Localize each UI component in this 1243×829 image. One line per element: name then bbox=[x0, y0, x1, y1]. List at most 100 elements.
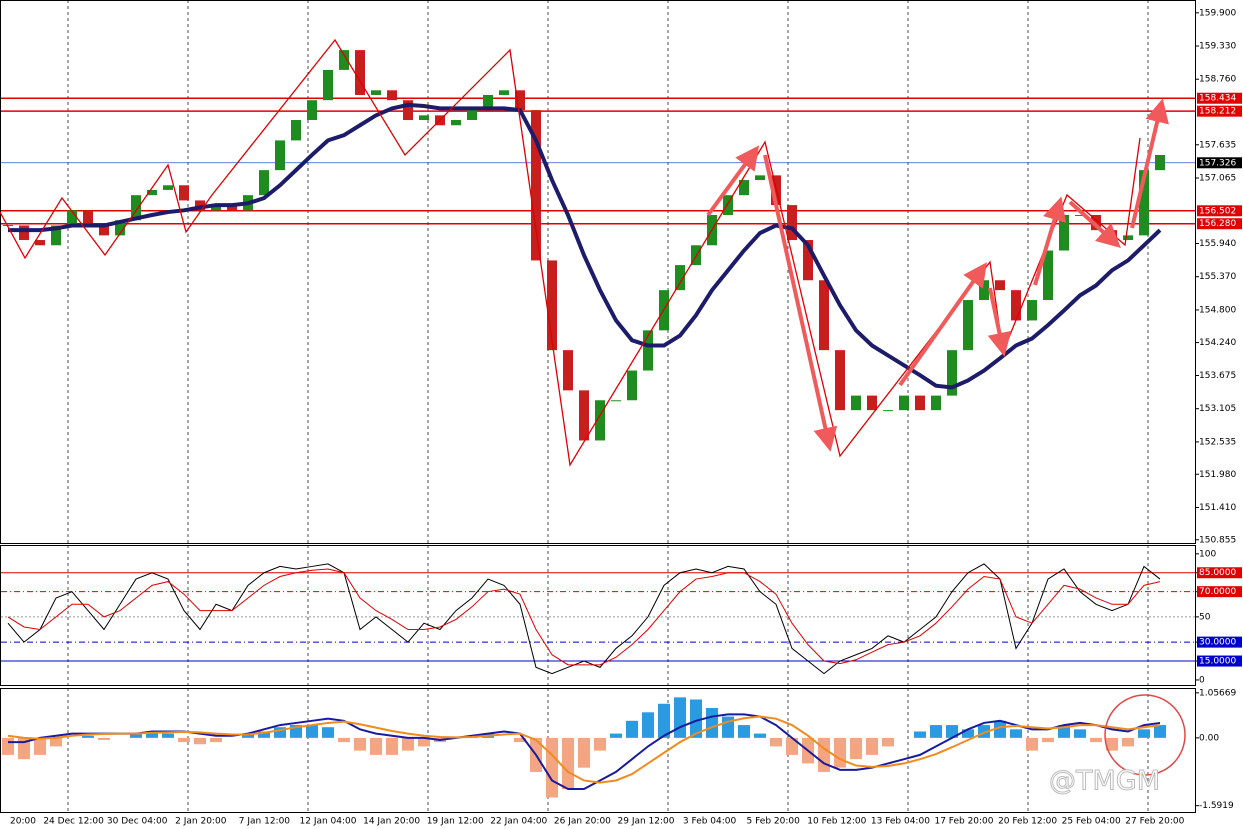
highlight-circle bbox=[1104, 694, 1186, 776]
histogram-bar bbox=[770, 737, 782, 747]
histogram-bar bbox=[322, 727, 334, 738]
candle bbox=[51, 225, 61, 246]
level-label: 157.326 bbox=[1199, 158, 1236, 168]
histogram-bar bbox=[722, 716, 734, 738]
histogram-bar bbox=[146, 731, 158, 738]
series-line bbox=[7, 568, 1161, 666]
level-box bbox=[1197, 92, 1242, 104]
candle bbox=[739, 180, 749, 196]
x-tick-label: 20:00 bbox=[10, 817, 36, 827]
y-tick-label: 154.800 bbox=[1199, 305, 1236, 315]
x-tick-label: 19 Jan 12:00 bbox=[427, 817, 484, 827]
level-label: 158.434 bbox=[1199, 94, 1236, 104]
candle bbox=[371, 90, 381, 95]
candle bbox=[915, 395, 925, 411]
histogram-bar bbox=[50, 737, 62, 747]
candle bbox=[19, 225, 29, 241]
histogram-bar bbox=[178, 737, 190, 743]
arrow bbox=[1130, 98, 1169, 229]
candle bbox=[899, 395, 909, 411]
histogram-bar bbox=[18, 737, 30, 760]
level-box bbox=[1197, 218, 1242, 230]
candle bbox=[963, 300, 973, 351]
candle bbox=[307, 100, 317, 121]
histogram-bar bbox=[658, 703, 670, 738]
histogram-bar bbox=[818, 737, 830, 772]
histogram-bar bbox=[930, 725, 942, 738]
candle bbox=[339, 50, 349, 70]
series-line bbox=[7, 715, 1161, 784]
candle bbox=[1139, 170, 1149, 236]
candle bbox=[291, 120, 301, 141]
y-tick-label: 152.535 bbox=[1199, 437, 1236, 447]
candle bbox=[179, 185, 189, 201]
candle bbox=[1011, 290, 1021, 321]
histogram-bar bbox=[34, 737, 46, 755]
candle bbox=[163, 185, 173, 190]
candle bbox=[579, 390, 589, 441]
candle bbox=[131, 195, 141, 221]
candle bbox=[227, 205, 237, 211]
histogram-bar bbox=[866, 737, 878, 755]
candle bbox=[1091, 214, 1101, 231]
y-tick-label: 151.980 bbox=[1199, 470, 1236, 480]
histogram-bar bbox=[642, 712, 654, 738]
candle bbox=[995, 280, 1005, 291]
candle bbox=[931, 395, 941, 411]
candle bbox=[531, 110, 541, 261]
candle bbox=[595, 400, 605, 441]
y-tick-label: 158.760 bbox=[1199, 75, 1236, 85]
histogram-bar bbox=[1090, 737, 1102, 743]
candle bbox=[787, 205, 797, 241]
histogram-bar bbox=[626, 720, 638, 738]
histogram-bar bbox=[946, 725, 958, 738]
histogram-bar bbox=[386, 737, 398, 755]
y-tick-label: 151.410 bbox=[1199, 503, 1236, 513]
histogram-bar bbox=[258, 731, 270, 738]
level-box bbox=[1197, 205, 1242, 217]
x-tick-label: 10 Feb 12:00 bbox=[807, 817, 866, 827]
histogram-bar bbox=[738, 725, 750, 738]
histogram-bar bbox=[1106, 737, 1118, 751]
y-tick-label: 159.900 bbox=[1199, 8, 1236, 18]
histogram-bar bbox=[306, 725, 318, 738]
arrow bbox=[987, 287, 1012, 357]
arrow bbox=[898, 262, 987, 387]
candle bbox=[195, 200, 205, 211]
y-tick-label: 15.0000 bbox=[1199, 657, 1236, 667]
candle bbox=[259, 170, 269, 196]
level-box bbox=[1197, 636, 1242, 648]
candle bbox=[515, 90, 525, 111]
level-box bbox=[1197, 586, 1242, 598]
y-tick-label: 100 bbox=[1199, 549, 1216, 559]
x-tick-label: 24 Dec 12:00 bbox=[43, 817, 104, 827]
y-tick-label: 85.0000 bbox=[1199, 568, 1236, 578]
histogram-bar bbox=[1138, 729, 1150, 738]
series-line bbox=[7, 563, 1161, 675]
candle bbox=[147, 189, 157, 196]
y-tick-label: -1.5919 bbox=[1199, 801, 1234, 811]
candle bbox=[323, 69, 333, 101]
y-tick-label: 0 bbox=[1199, 675, 1205, 685]
y-tick-label: 1.05669 bbox=[1199, 688, 1236, 698]
histogram-bar bbox=[994, 720, 1006, 738]
x-tick-label: 29 Jan 12:00 bbox=[618, 817, 675, 827]
histogram-bar bbox=[402, 737, 414, 751]
candle bbox=[867, 395, 877, 411]
level-label: 158.212 bbox=[1199, 107, 1236, 117]
candle bbox=[1027, 300, 1037, 321]
histogram-bar bbox=[82, 735, 94, 738]
histogram-bar bbox=[962, 729, 974, 738]
histogram-bar bbox=[1154, 725, 1166, 738]
x-tick-label: 2 Jan 20:00 bbox=[175, 817, 227, 827]
x-tick-label: 14 Jan 20:00 bbox=[363, 817, 420, 827]
histogram-bar bbox=[578, 737, 590, 768]
candle bbox=[547, 260, 557, 351]
histogram-bar bbox=[98, 737, 110, 740]
level-box bbox=[1197, 157, 1242, 169]
histogram-bar bbox=[1026, 737, 1038, 751]
histogram-bar bbox=[418, 737, 430, 747]
x-tick-label: 7 Jan 12:00 bbox=[239, 817, 291, 827]
